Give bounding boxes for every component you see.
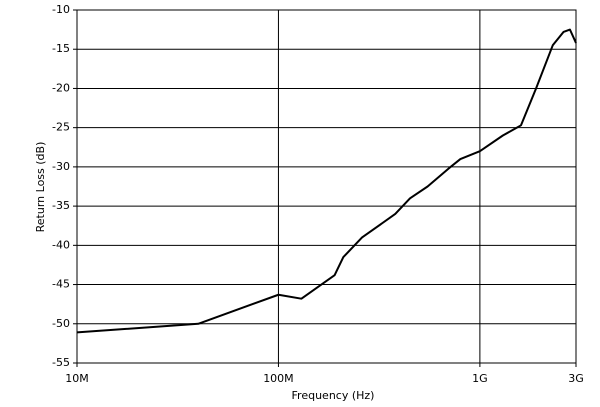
y-axis-label: Return Loss (dB) [34,142,47,233]
y-tick-label: -20 [52,81,70,94]
y-tick-label: -25 [52,121,70,134]
plot-frame [76,9,577,364]
y-tick-label: -40 [52,238,70,251]
x-tick-label: 100M [263,372,294,385]
y-tick-label: -50 [52,317,70,330]
y-tick-label: -15 [52,42,70,55]
y-tick-label: -35 [52,199,70,212]
x-tick-label: 10M [65,372,89,385]
data-line [76,28,577,334]
y-tick-label: -30 [52,160,70,173]
x-tick-label: 1G [472,372,488,385]
y-tick-label: -55 [52,356,70,369]
y-tick-label: -45 [52,278,70,291]
x-axis-label: Frequency (Hz) [292,389,375,402]
x-tick-label: 3G [568,372,584,385]
y-tick-label: -10 [52,3,70,16]
